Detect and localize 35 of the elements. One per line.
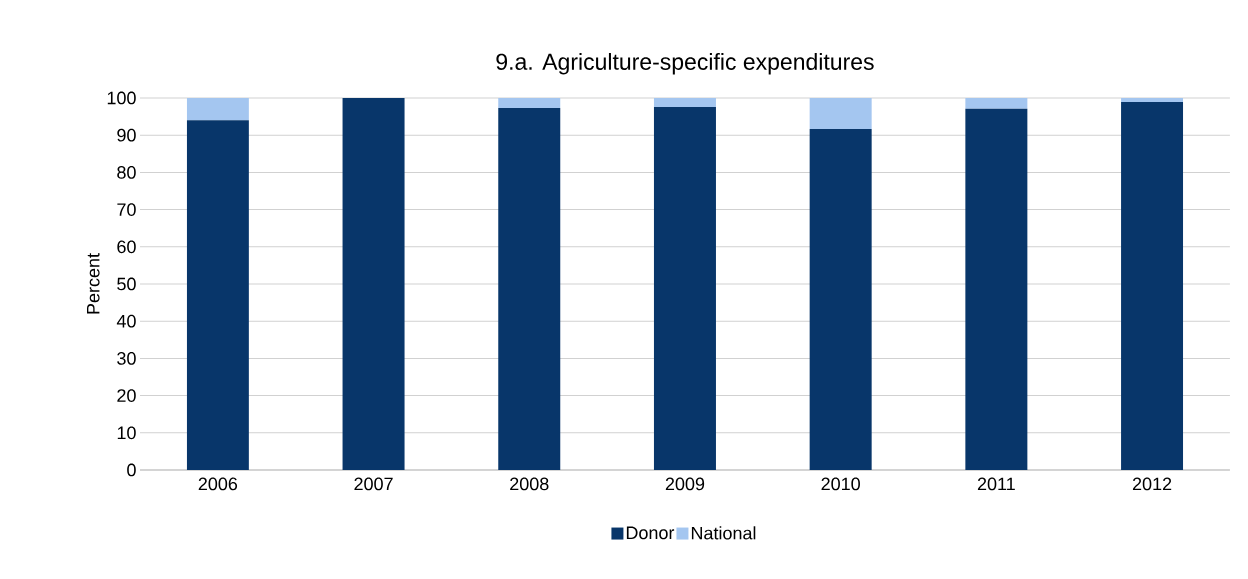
x-tick-label: 2009 — [665, 477, 705, 491]
bar — [809, 128, 872, 470]
y-tick-label: 50 — [117, 277, 136, 291]
y-axis-title: Percent — [87, 253, 100, 314]
chart-title: 9.a. Agriculture-specific expenditures — [496, 53, 874, 75]
y-tick-label: 20 — [117, 389, 136, 402]
x-tick-label: 2008 — [510, 477, 549, 491]
y-tick-label: 90 — [117, 128, 136, 142]
bar — [965, 98, 1028, 109]
y-tick-label: 70 — [117, 203, 136, 216]
bar — [653, 106, 716, 470]
bar — [653, 98, 716, 107]
bar — [809, 98, 872, 129]
y-tick-label: 60 — [117, 240, 136, 254]
bar — [186, 98, 249, 121]
x-tick-label: 2006 — [198, 477, 238, 491]
bar — [186, 120, 249, 470]
legend-label: National — [691, 526, 756, 540]
legend-label: Donor — [626, 526, 675, 540]
bar — [965, 108, 1028, 470]
y-tick-label: 0 — [127, 463, 136, 477]
y-tick-label: 10 — [117, 426, 136, 440]
bar — [342, 98, 405, 470]
x-tick-label: 2010 — [821, 477, 860, 491]
bar — [1121, 98, 1184, 103]
x-tick-label: 2012 — [1132, 477, 1172, 491]
bar — [498, 98, 561, 109]
x-tick-label: 2007 — [354, 477, 393, 491]
y-tick-label: 40 — [116, 314, 136, 328]
x-tick-label: 2011 — [977, 477, 1015, 491]
bar — [498, 108, 561, 470]
y-tick-label: 30 — [117, 352, 136, 365]
y-tick-label: 80 — [117, 166, 136, 179]
bar — [1121, 102, 1184, 470]
y-tick-label: 100 — [107, 91, 136, 105]
